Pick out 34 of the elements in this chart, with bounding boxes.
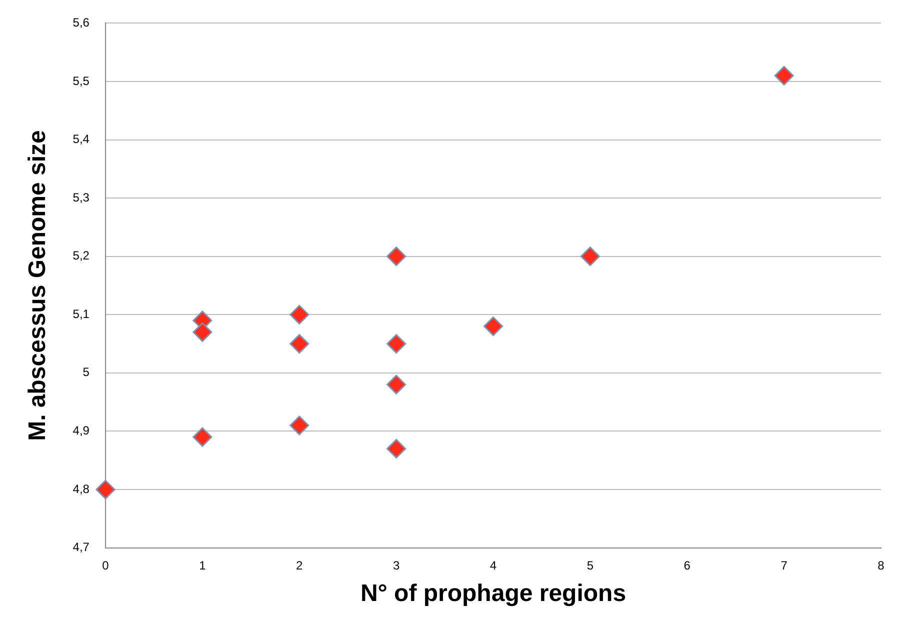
y-tick-label: 4,7: [72, 540, 90, 554]
y-axis-title: M. abscessus Genome size: [24, 130, 52, 441]
x-tick-label: 8: [878, 558, 885, 572]
point: [483, 316, 503, 336]
y-tick-label: 4,9: [72, 424, 90, 438]
x-axis-title: N° of prophage regions: [360, 580, 626, 608]
point: [192, 427, 212, 447]
point: [96, 480, 116, 500]
point: [290, 416, 310, 436]
point: [580, 246, 600, 266]
y-tick-label: 5: [82, 365, 90, 380]
x-tick-label: 4: [490, 558, 497, 572]
point: [192, 322, 212, 342]
x-tick-label: 2: [296, 558, 304, 572]
point: [386, 246, 406, 266]
x-tick-label: 7: [780, 558, 788, 572]
x-tick-label: 6: [684, 558, 691, 572]
y-tick-label: 5,5: [72, 74, 90, 88]
y-tick-label: 5,6: [72, 16, 90, 30]
x-tick-label: 3: [392, 558, 400, 572]
y-tick-label: 5,2: [72, 248, 90, 263]
point: [386, 438, 406, 458]
point: [386, 334, 406, 354]
x-tick-label: 1: [199, 558, 206, 572]
y-tick-label: 4,8: [72, 482, 90, 496]
x-tick-label: 0: [102, 558, 110, 572]
point: [290, 334, 310, 354]
point: [290, 304, 310, 324]
x-tick-label: 5: [586, 558, 594, 572]
y-tick-label: 5,4: [72, 132, 90, 146]
point: [386, 374, 406, 394]
y-tick-label: 5,3: [72, 190, 90, 204]
y-tick-label: 5,1: [72, 306, 90, 321]
point: [774, 66, 794, 86]
